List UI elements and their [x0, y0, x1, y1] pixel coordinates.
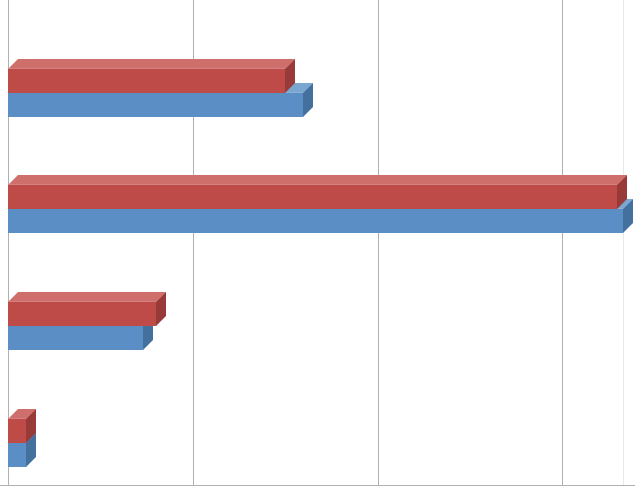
bar-series-a-cat1 [8, 443, 26, 467]
bar-series-b-cat1 [8, 419, 26, 443]
bar-series-b-cat2 [8, 302, 156, 326]
gridline [562, 0, 563, 485]
x-axis [0, 485, 635, 486]
bar-series-a-cat3 [8, 209, 623, 233]
gridline [623, 0, 624, 485]
bar-series-b-cat3 [8, 185, 617, 209]
bar-series-b-cat4 [8, 69, 285, 93]
bar-series-a-cat2 [8, 326, 143, 350]
bar-chart [0, 0, 635, 500]
bar-series-a-cat4 [8, 93, 303, 117]
gridline [378, 0, 379, 485]
